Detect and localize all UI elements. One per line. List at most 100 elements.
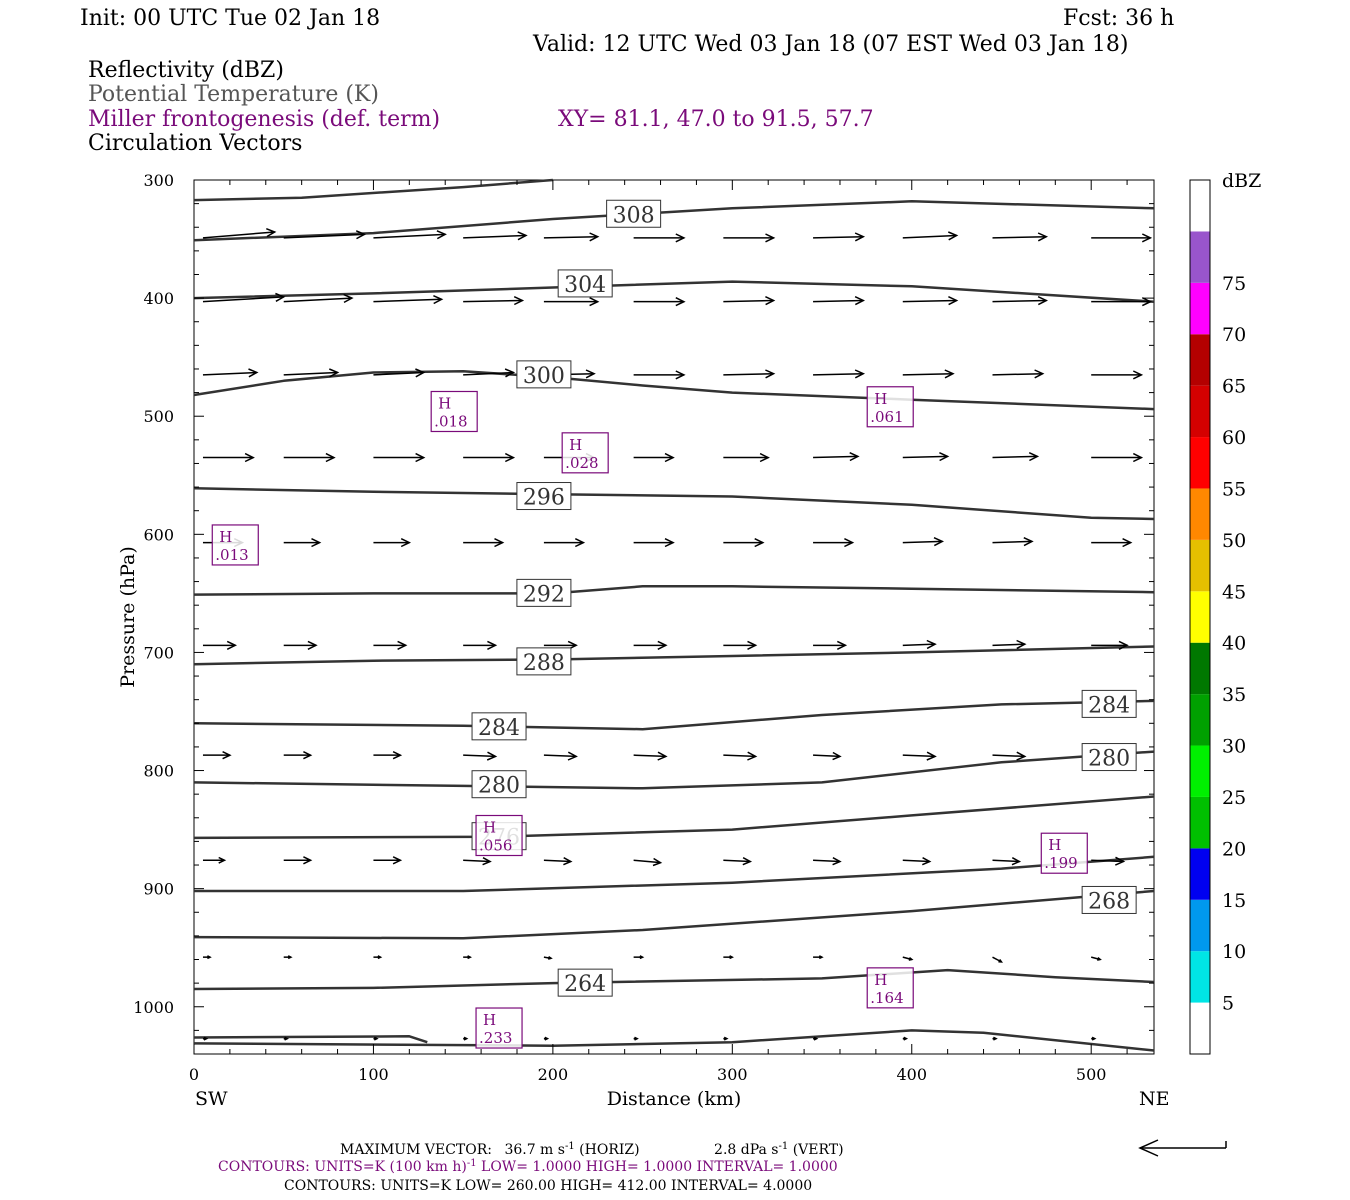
circulation-vector — [902, 369, 955, 379]
circulation-vector — [813, 1036, 819, 1041]
svg-text:308: 308 — [613, 203, 655, 228]
frontogenesis-high: H.018 — [430, 390, 478, 433]
isentrope-label-280: 280 — [471, 770, 527, 799]
circulation-vector — [633, 1036, 639, 1041]
x-tick-label: 300 — [717, 1065, 748, 1084]
frontogenesis-high: H.013 — [211, 524, 259, 566]
circulation-vector — [633, 297, 686, 307]
svg-text:280: 280 — [478, 774, 520, 799]
frontogenesis-high: H.199 — [1040, 832, 1088, 874]
isentrope-264 — [193, 968, 1155, 991]
colorbar-level-label: 40 — [1222, 633, 1246, 655]
circulation-vector — [723, 1036, 729, 1041]
frontogenesis-contour-info: CONTOURS: UNITS=K (100 km h)-1 LOW= 1.00… — [218, 1158, 838, 1175]
circulation-vector — [463, 751, 498, 761]
circulation-vector — [543, 955, 553, 960]
svg-text:.018: .018 — [434, 412, 467, 430]
circulation-vector — [902, 452, 950, 462]
svg-text:H: H — [438, 394, 451, 412]
svg-text:H: H — [483, 1011, 496, 1029]
colorbar-level-label: 50 — [1222, 530, 1246, 552]
svg-text:H: H — [874, 971, 887, 989]
colorbar-segment — [1190, 437, 1210, 489]
circulation-vector — [992, 639, 1027, 650]
colorbar-level-label: 20 — [1222, 838, 1246, 860]
forecast-hour: Fcst: 36 h — [1063, 6, 1174, 31]
isentrope-label-296: 296 — [516, 482, 572, 511]
x-tick-label: 0 — [189, 1065, 199, 1084]
circulation-vector — [463, 296, 525, 306]
circulation-vector — [543, 232, 600, 242]
circulation-vector — [202, 228, 277, 239]
theta-contour-info: CONTOURS: UNITS=K LOW= 260.00 HIGH= 412.… — [284, 1178, 812, 1194]
circulation-vector — [723, 640, 758, 650]
circulation-vector — [283, 751, 313, 760]
isentrope-label-300: 300 — [516, 360, 572, 389]
colorbar-segment — [1190, 591, 1210, 643]
circulation-vector — [633, 640, 668, 650]
circulation-vector — [723, 538, 765, 548]
circulation-vector — [902, 537, 945, 547]
frontogenesis-high: H.061 — [866, 386, 914, 428]
circulation-vector — [463, 368, 516, 378]
circulation-vector — [283, 538, 322, 548]
x-tick-label: 500 — [1076, 1065, 1107, 1084]
svg-text:292: 292 — [523, 582, 565, 607]
y-tick-label: 600 — [143, 525, 174, 544]
circulation-vector — [902, 639, 937, 650]
circulation-vector — [902, 296, 959, 306]
circulation-vector — [373, 538, 412, 548]
circulation-vector — [202, 955, 212, 960]
colorbar-segment — [1190, 539, 1210, 592]
circulation-vector — [283, 230, 367, 240]
isentrope-292 — [193, 585, 1155, 596]
circulation-vector — [633, 370, 686, 380]
svg-text:H: H — [874, 390, 887, 408]
isentrope-268 — [193, 889, 1155, 940]
xy-endpoints: XY= 81.1, 47.0 to 91.5, 57.7 — [558, 107, 874, 132]
colorbar-level-label: 35 — [1222, 684, 1246, 706]
svg-text:280: 280 — [1088, 747, 1130, 772]
isentrope-label-292: 292 — [516, 578, 572, 607]
svg-text:284: 284 — [478, 716, 520, 741]
circulation-vector — [723, 751, 758, 761]
frontogenesis-high: H.233 — [475, 1007, 523, 1049]
circulation-vector — [463, 640, 498, 650]
circulation-vector — [283, 856, 313, 865]
frontogenesis-high: H.164 — [866, 967, 914, 1009]
isentrope-296 — [193, 487, 1155, 521]
colorbar-segment — [1190, 899, 1210, 952]
circulation-vector — [902, 751, 937, 761]
isentrope-308 — [193, 178, 553, 202]
circulation-vector — [463, 1036, 469, 1041]
svg-text:300: 300 — [523, 364, 565, 389]
colorbar-level-label: 15 — [1222, 890, 1246, 912]
svg-text:264: 264 — [564, 972, 606, 997]
colorbar-segment — [1190, 385, 1210, 438]
colorbar-unit: dBZ — [1222, 170, 1261, 192]
circulation-vector — [1091, 297, 1153, 307]
plot-frame — [193, 179, 1155, 1055]
colorbar-segment — [1190, 796, 1210, 849]
colorbar-segment — [1190, 231, 1210, 283]
svg-text:H: H — [483, 819, 496, 837]
colorbar-level-label: 5 — [1222, 993, 1234, 1015]
svg-text:296: 296 — [523, 486, 565, 511]
svg-text:268: 268 — [1088, 889, 1130, 914]
colorbar-segment — [1190, 642, 1210, 695]
y-tick-label: 900 — [143, 880, 174, 899]
svg-text:.233: .233 — [479, 1029, 512, 1047]
circulation-vector — [723, 452, 770, 463]
isentrope-label-288: 288 — [516, 647, 572, 676]
colorbar-segment — [1190, 334, 1210, 386]
axis-tick-layer: 0 100 200 300 400 500 300 400 500 600 700 800 900 100… — [133, 171, 1154, 1084]
colorbar-segment — [1190, 1002, 1210, 1054]
colorbar-segment — [1190, 488, 1210, 540]
colorbar-level-label: 10 — [1222, 941, 1246, 963]
colorbar-level-label: 70 — [1222, 324, 1246, 346]
isentrope-label-304: 304 — [557, 269, 613, 298]
circulation-vector — [283, 368, 340, 378]
y-tick-label: 700 — [143, 643, 174, 662]
circulation-vector — [992, 452, 1040, 462]
circulation-vector — [283, 955, 293, 960]
